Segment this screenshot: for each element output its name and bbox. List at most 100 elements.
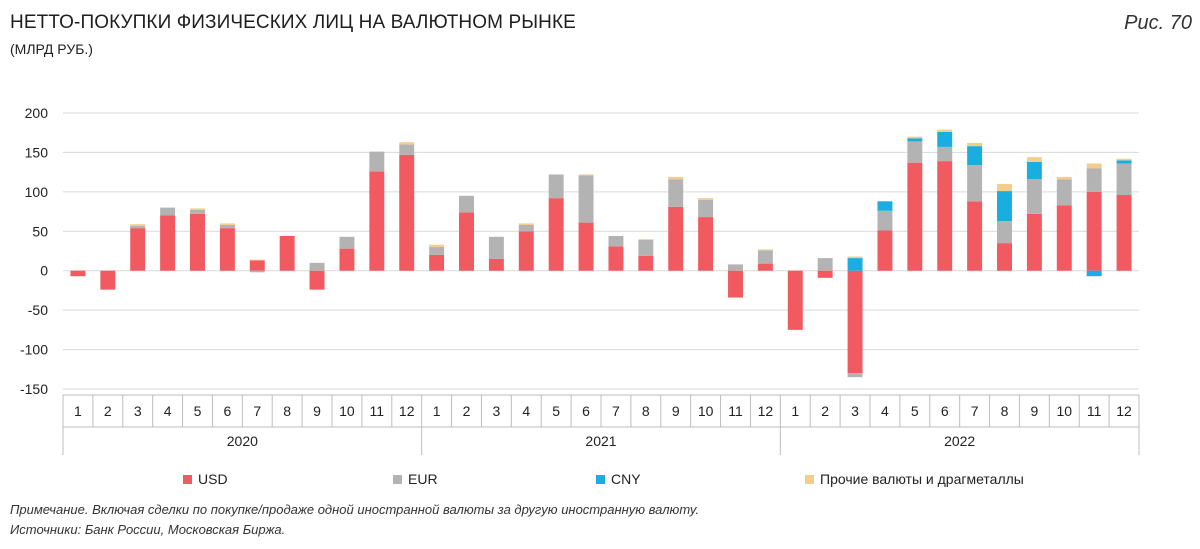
bar-segment-usd	[787, 270, 803, 330]
chart-legend: USD EUR CNY Прочие валюты и драгметаллы	[0, 471, 1200, 491]
y-tick-label: -150	[20, 381, 48, 397]
bar-segment-cny	[967, 146, 983, 166]
x-tick-label: 11	[370, 403, 385, 419]
bar-segment-eur	[190, 209, 205, 214]
y-tick-label: -50	[28, 302, 48, 318]
legend-label: Прочие валюты и драгметаллы	[820, 471, 1024, 487]
bar-segment-прочие-валюты-и-драгметаллы	[1086, 163, 1102, 169]
x-tick-label: 11	[728, 403, 743, 419]
bar-segment-usd	[937, 161, 953, 271]
bar-segment-eur	[130, 225, 146, 229]
bar-segment-прочие-валюты-и-драгметаллы	[638, 239, 654, 240]
bar-segment-cny	[1086, 270, 1102, 277]
sources-text: Источники: Банк России, Московская Биржа…	[10, 522, 286, 537]
legend-item: EUR	[393, 471, 438, 487]
x-tick-label: 5	[552, 403, 560, 419]
bar-segment-usd	[130, 228, 146, 271]
legend-item: Прочие валюты и драгметаллы	[805, 471, 1024, 487]
bar-segment-eur	[997, 221, 1012, 244]
bar-segment-eur	[339, 236, 355, 249]
bar-segment-usd	[429, 254, 445, 271]
bar-segment-eur	[309, 262, 325, 271]
bar-segment-cny	[907, 138, 923, 142]
bar-segment-cny	[847, 258, 863, 271]
x-tick-label: 6	[223, 403, 231, 419]
x-group-label: 2020	[227, 433, 258, 449]
bar-segment-eur	[399, 144, 415, 155]
x-tick-label: 1	[791, 403, 799, 419]
bar-segment-прочие-валюты-и-драгметаллы	[190, 208, 205, 210]
bar-segment-прочие-валюты-и-драгметаллы	[219, 223, 235, 225]
x-tick-label: 8	[1001, 403, 1009, 419]
legend-label: USD	[198, 471, 228, 487]
legend-item: CNY	[596, 471, 641, 487]
bar-segment-usd	[1086, 191, 1102, 271]
bar-segment-прочие-валюты-и-драгметаллы	[130, 224, 146, 226]
bar-segment-eur	[429, 247, 445, 255]
bar-segment-usd	[70, 270, 86, 277]
bar-segment-прочие-валюты-и-драгметаллы	[698, 198, 714, 200]
x-tick-label: 8	[642, 403, 650, 419]
bar-segment-прочие-валюты-и-драгметаллы	[1116, 158, 1132, 161]
bar-segment-usd	[100, 270, 116, 290]
bar-segment-eur	[518, 224, 534, 232]
legend-label: CNY	[611, 471, 641, 487]
bar-segment-usd	[967, 201, 983, 271]
bar-segment-eur	[219, 224, 235, 229]
y-tick-label: 50	[32, 223, 48, 239]
bar-segment-eur	[459, 195, 474, 213]
bar-segment-eur	[369, 151, 385, 172]
y-tick-label: 100	[25, 184, 49, 200]
bar-segment-usd	[219, 228, 235, 271]
chart-title: НЕТТО-ПОКУПКИ ФИЗИЧЕСКИХ ЛИЦ НА ВАЛЮТНОМ…	[10, 12, 576, 33]
x-tick-label: 2	[104, 403, 112, 419]
note-text: Примечание. Включая сделки по покупке/пр…	[10, 502, 700, 517]
figure-label: Рис. 70	[1124, 12, 1192, 34]
bar-segment-eur	[1056, 179, 1072, 206]
bar-segment-eur	[578, 175, 594, 223]
legend-swatch	[805, 474, 814, 484]
bar-segment-eur	[757, 250, 773, 264]
x-group-label: 2021	[585, 433, 616, 449]
bar-segment-прочие-валюты-и-драгметаллы	[907, 136, 923, 139]
bar-segment-usd	[608, 246, 624, 271]
bar-segment-прочие-валюты-и-драгметаллы	[967, 142, 983, 147]
x-tick-label: 5	[194, 403, 202, 419]
bar-segment-прочие-валюты-и-драгметаллы	[249, 259, 265, 261]
bar-segment-eur	[1086, 168, 1102, 192]
x-tick-label: 4	[164, 403, 172, 419]
bar-segment-прочие-валюты-и-драгметаллы	[578, 174, 594, 176]
bar-segment-cny	[1026, 161, 1042, 180]
bar-segment-usd	[1116, 195, 1132, 271]
x-tick-label: 3	[134, 403, 142, 419]
bar-segment-cny	[877, 201, 893, 211]
bar-segment-eur	[488, 236, 504, 259]
bar-segment-usd	[997, 243, 1012, 271]
bar-segment-прочие-валюты-и-драгметаллы	[1026, 157, 1042, 162]
x-tick-label: 4	[881, 403, 889, 419]
bar-segment-usd	[190, 213, 205, 271]
bar-segment-usd	[1026, 213, 1042, 271]
x-tick-label: 1	[433, 403, 441, 419]
legend-item: USD	[183, 471, 228, 487]
bar-segment-usd	[160, 215, 176, 271]
bar-segment-cny	[937, 131, 953, 147]
bar-segment-прочие-валюты-и-драгметаллы	[997, 183, 1012, 192]
bar-segment-прочие-валюты-и-драгметаллы	[1056, 176, 1072, 180]
x-group-label: 2022	[944, 433, 975, 449]
bar-segment-usd	[907, 162, 923, 271]
x-tick-label: 10	[1056, 403, 1072, 419]
bar-segment-прочие-валюты-и-драгметаллы	[668, 176, 684, 180]
x-tick-label: 6	[582, 403, 590, 419]
x-tick-label: 7	[971, 403, 979, 419]
bar-segment-usd	[668, 206, 684, 271]
x-tick-label: 9	[313, 403, 321, 419]
bar-segment-usd	[817, 270, 833, 278]
bar-segment-usd	[279, 236, 295, 271]
bar-segment-eur	[937, 146, 953, 162]
x-tick-label: 4	[522, 403, 530, 419]
y-tick-label: -100	[20, 342, 48, 358]
x-tick-label: 3	[851, 403, 859, 419]
y-tick-label: 0	[40, 263, 48, 279]
bar-segment-прочие-валюты-и-драгметаллы	[847, 256, 863, 259]
